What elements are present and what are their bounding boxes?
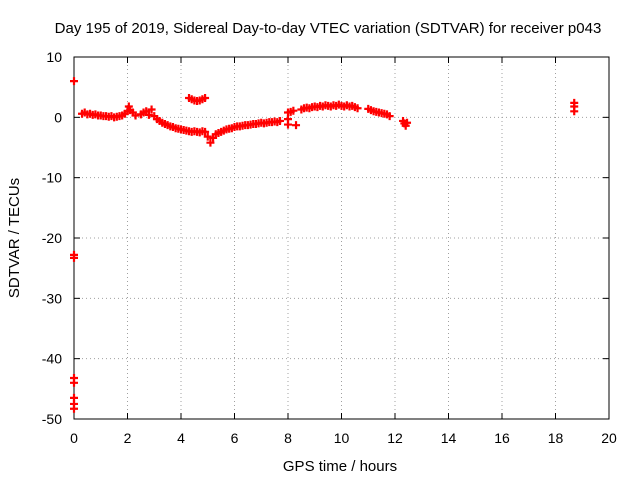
y-tick-label: 10 [46, 49, 62, 65]
x-tick-label: 10 [334, 430, 350, 446]
x-tick-label: 2 [124, 430, 132, 446]
x-tick-label: 0 [70, 430, 78, 446]
data-point [403, 118, 412, 127]
y-axis-label: SDTVAR / TECUs [6, 178, 23, 298]
x-tick-label: 12 [387, 430, 403, 446]
x-tick-label: 4 [177, 430, 185, 446]
data-point [289, 106, 298, 115]
y-tick-label: -10 [42, 170, 62, 186]
x-tick-label: 18 [548, 430, 564, 446]
x-tick-label: 16 [494, 430, 510, 446]
x-tick-label: 8 [284, 430, 292, 446]
axes: 0 2 4 6 8 10 12 14 16 18 20 -50 -40 -30 -20 -10 0 10 [42, 49, 617, 446]
data-point [203, 132, 212, 141]
x-tick-label: 20 [601, 430, 617, 446]
data-point [385, 112, 394, 121]
data-point [70, 404, 78, 413]
y-tick-label: -30 [42, 290, 62, 306]
data-point [70, 253, 78, 262]
data-point [292, 121, 301, 130]
data-point [144, 110, 153, 119]
x-tick-label: 14 [441, 430, 457, 446]
y-tick-label: -20 [42, 230, 62, 246]
data-point [147, 105, 156, 114]
data-point [70, 378, 78, 387]
data-point [131, 111, 140, 120]
data-points [70, 77, 579, 413]
y-tick-label: -50 [42, 411, 62, 427]
data-point [570, 107, 579, 116]
data-point [206, 138, 215, 147]
chart-title: Day 195 of 2019, Sidereal Day-to-day VTE… [55, 20, 602, 37]
x-axis-label: GPS time / hours [283, 458, 397, 475]
data-point [353, 104, 362, 113]
data-point [201, 127, 210, 136]
data-point [284, 120, 292, 129]
data-point [70, 77, 78, 86]
x-tick-label: 6 [231, 430, 239, 446]
grid [74, 57, 609, 419]
data-point [275, 116, 284, 125]
y-tick-label: -40 [42, 351, 62, 367]
y-tick-label: 0 [54, 109, 62, 125]
data-point [201, 94, 210, 103]
